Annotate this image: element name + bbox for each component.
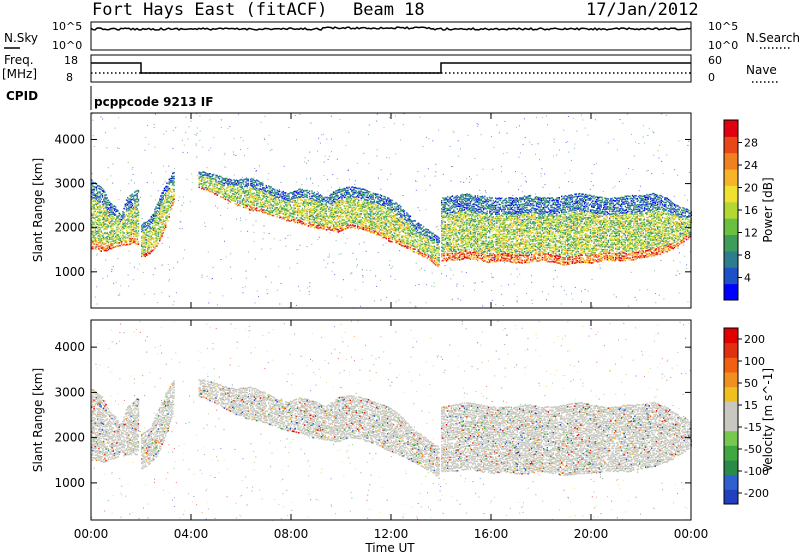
power-colorbar-segment <box>724 250 738 268</box>
freq-label-bottom: [MHz] <box>2 67 37 81</box>
velocity-ytick: 3000 <box>54 385 85 399</box>
velocity-ytick: 4000 <box>54 340 85 354</box>
power-colorbar-segment <box>724 218 738 236</box>
velocity-colorbar-tick: -100 <box>744 465 769 478</box>
nave-label: Nave <box>746 63 777 77</box>
velocity-colorbar-segment <box>724 342 738 358</box>
power-colorbar-segment <box>724 201 738 219</box>
power-ytick: 2000 <box>54 221 85 235</box>
velocity-scatter <box>91 320 692 521</box>
velocity-ytick: 1000 <box>54 476 85 490</box>
noise-panel: N.Sky 10^5 10^0 10^5 10^0 N.Search <box>4 20 800 52</box>
x-tick-label: 16:00 <box>474 527 509 541</box>
nave-tick-top: 60 <box>708 54 722 67</box>
nave-tick-bottom: 0 <box>708 71 715 84</box>
x-tick-label: 00:00 <box>74 527 109 541</box>
power-scatter <box>91 113 692 309</box>
x-axis-label: Time UT <box>364 541 415 554</box>
noise-left-label: N.Sky <box>4 31 38 45</box>
velocity-colorbar-segment <box>724 328 738 344</box>
x-tick-label: 04:00 <box>174 527 209 541</box>
power-colorbar-label: Power [dB] <box>761 177 775 242</box>
noise-tick-top-right: 10^5 <box>708 20 738 33</box>
velocity-colorbar-tick: 100 <box>744 355 765 368</box>
noise-right-label: N.Search <box>746 31 800 45</box>
velocity-colorbar-segment <box>724 416 738 432</box>
x-tick-label: 00:00 <box>674 527 709 541</box>
power-colorbar-tick: 28 <box>744 137 758 150</box>
power-ytick: 3000 <box>54 177 85 191</box>
velocity-panel: 1000 2000 3000 4000 Slant Range [km] 200 100… <box>31 113 775 554</box>
noise-tick-bottom-right: 10^0 <box>708 39 738 52</box>
cpid-text: pcppcode 9213 IF <box>94 95 213 109</box>
noise-sky-line <box>90 26 692 31</box>
noise-tick-bottom-left: 10^0 <box>52 39 82 52</box>
station-title: Fort Hays East (fitACF) <box>92 0 327 20</box>
velocity-colorbar-segment <box>724 357 738 373</box>
power-colorbar-tick: 16 <box>744 204 758 217</box>
freq-tick-bottom: 8 <box>66 71 73 84</box>
x-tick-label: 20:00 <box>574 527 609 541</box>
power-colorbar-segment <box>724 136 738 154</box>
power-colorbar-segment <box>724 152 738 170</box>
velocity-colorbar-tick: 200 <box>744 333 765 346</box>
power-ylabel: Slant Range [km] <box>31 158 45 262</box>
x-tick-label: 12:00 <box>374 527 409 541</box>
power-colorbar-segment <box>724 169 738 186</box>
freq-tick-top: 18 <box>64 54 78 67</box>
freq-line <box>91 62 691 74</box>
freq-label-top: Freq. <box>4 53 34 67</box>
velocity-colorbar-segment <box>724 489 738 505</box>
velocity-colorbar-tick: 15 <box>744 399 758 412</box>
cpid-panel: CPID pcppcode 9213 IF <box>6 86 213 110</box>
power-colorbar-tick: 20 <box>744 182 758 195</box>
date-title: 17/Jan/2012 <box>586 0 699 20</box>
power-colorbar-segment <box>724 185 738 203</box>
power-panel: 1000 2000 3000 4000 Slant Range [km] 4 8 12 16… <box>31 112 775 309</box>
power-colorbar-tick: 4 <box>744 272 751 285</box>
velocity-colorbar-segment <box>724 401 738 417</box>
noise-tick-top-left: 10^5 <box>52 20 82 33</box>
power-colorbar-segment <box>724 267 738 285</box>
velocity-colorbar-segment <box>724 372 738 388</box>
velocity-colorbar-segment <box>724 474 738 490</box>
velocity-colorbar-tick: 50 <box>744 377 758 390</box>
velocity-colorbar-segment <box>724 445 738 461</box>
velocity-ytick: 2000 <box>54 431 85 445</box>
power-colorbar-segment <box>724 234 738 252</box>
beam-title: Beam 18 <box>353 0 425 20</box>
power-colorbar-tick: 12 <box>744 227 758 240</box>
power-colorbar-tick: 8 <box>744 249 751 262</box>
freq-panel: Freq. [MHz] 18 8 60 0 Nave <box>2 53 778 84</box>
velocity-colorbar-segment <box>724 430 738 446</box>
power-colorbar-tick: 24 <box>744 159 758 172</box>
power-colorbar-segment <box>724 283 738 301</box>
power-ytick: 1000 <box>54 265 85 279</box>
velocity-colorbar-tick: -50 <box>744 443 762 456</box>
power-ytick: 4000 <box>54 132 85 146</box>
velocity-ylabel: Slant Range [km] <box>31 368 45 472</box>
cpid-label: CPID <box>6 89 38 103</box>
velocity-colorbar-tick: -200 <box>744 487 769 500</box>
x-tick-label: 08:00 <box>274 527 309 541</box>
velocity-colorbar-segment <box>724 460 738 476</box>
power-colorbar-segment <box>724 120 738 137</box>
velocity-colorbar-tick: -15 <box>744 421 762 434</box>
velocity-colorbar-label: Velocity [m s^-1] <box>761 368 775 472</box>
velocity-colorbar-segment <box>724 386 738 402</box>
